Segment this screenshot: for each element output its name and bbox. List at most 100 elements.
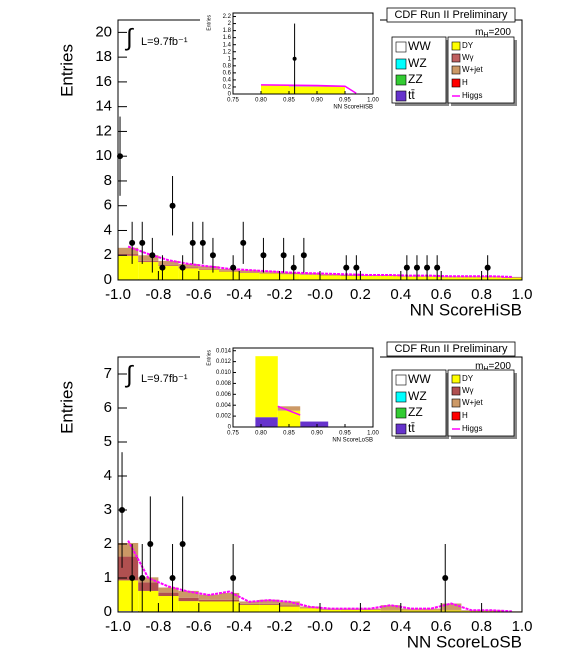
bar-segment [138,255,159,261]
x-tick-label: 0.4 [390,286,411,303]
bar-segment [255,417,278,427]
x-tick-label: -0.0 [307,286,333,303]
y-tick-label: 2 [228,21,232,27]
legend-label: W+jet [462,65,483,74]
bar-segment [118,580,139,611]
legend-swatch [395,74,407,86]
x-tick-label: 0.80 [255,98,267,104]
y-tick-label: 0.008 [216,381,232,387]
data-point [189,239,196,246]
bar-segment [118,254,139,256]
bar-segment [198,594,219,600]
legend-swatch [395,407,407,419]
legend-label: DY [462,41,474,50]
bar-segment [441,603,462,610]
bar-segment [461,277,482,280]
data-point [209,252,216,259]
legend-swatch [395,58,407,70]
y-tick-label: 0.8 [223,63,232,69]
y-tick-label: 2.2 [223,14,232,20]
x-tick-label: -0.6 [186,618,212,635]
integral-sign: ∫ [124,24,134,51]
y-tick-label: 0.4 [223,77,232,83]
y-tick-label: 20 [95,23,112,40]
legend-label: DY [462,374,474,383]
bar-segment [118,542,139,557]
mass-value: =200 [488,27,511,38]
data-point [424,264,431,271]
mass-subscript: H [483,32,488,39]
x-tick-label: 0.8 [471,618,492,635]
bar-segment [178,267,199,269]
bar-segment [277,410,301,427]
bar-segment [178,590,199,598]
bar-segment [138,577,159,583]
y-tick-label: 6 [104,197,112,214]
x-axis-label: NN ScoreHiSB [333,105,373,111]
bar-segment [279,601,300,606]
bar-segment [219,592,240,600]
bar-segment [320,609,341,612]
data-point [169,202,176,209]
bar-segment [259,599,280,604]
y-tick-label: 18 [95,48,112,65]
mass-symbol: m [475,27,483,38]
data-point [442,575,449,581]
data-point [280,252,287,259]
bar-segment [279,605,300,607]
x-tick-label: 1.0 [512,286,533,303]
y-tick-label: 0.002 [216,414,232,420]
legend-swatch [451,78,461,88]
legend-label: Higgs [462,424,482,433]
data-point [434,264,441,271]
y-tick-label: 1.2 [223,49,232,55]
data-point [129,575,136,581]
bar-segment [279,273,300,275]
plot-frame [232,12,374,95]
y-tick-label: 1 [104,569,112,586]
y-tick-label: 8 [104,172,112,189]
luminosity: L=9.7fb⁻¹ [141,373,188,385]
legend-label: Wγ [462,386,474,395]
data-point [403,264,410,271]
y-tick-label: 3 [104,501,112,518]
bar-segment [178,268,199,280]
bar-segment [261,85,289,94]
inset-background [200,342,380,451]
mass-label: mH=200 [475,361,511,373]
bar-segment [421,610,442,612]
x-tick-label: 0.90 [311,431,323,437]
bar-segment [158,587,179,593]
bar-segment [299,608,320,612]
bar-segment [299,274,320,275]
title-box [386,7,516,23]
data-point [290,264,297,271]
bar-segment [259,273,280,280]
y-tick-label: 12 [95,122,112,139]
bar-segment [219,271,240,280]
legend-swatch [451,386,461,396]
x-tick-label: -0.4 [226,286,252,303]
legend-label: H [462,411,468,420]
legend-label: H [462,78,468,87]
x-tick-label: 0.80 [255,431,267,437]
signal-line [260,84,357,94]
data-point [230,264,237,271]
bar-segment [158,264,179,266]
bar-segment [138,590,159,612]
bar-segment [481,610,502,612]
inset-background [200,7,380,118]
bar-segment [289,86,317,87]
bar-segment [178,597,199,602]
legend-label: WW [408,372,431,386]
bar-segment [279,274,300,280]
bar-segment [138,260,159,263]
bar-segment [158,260,179,265]
y-tick-label: 0.012 [216,359,232,365]
legend-label: tt̄ [408,88,415,102]
bar-segment [118,247,139,254]
x-tick-label: 1.00 [367,431,379,437]
y-tick-label: 0.010 [216,370,232,376]
